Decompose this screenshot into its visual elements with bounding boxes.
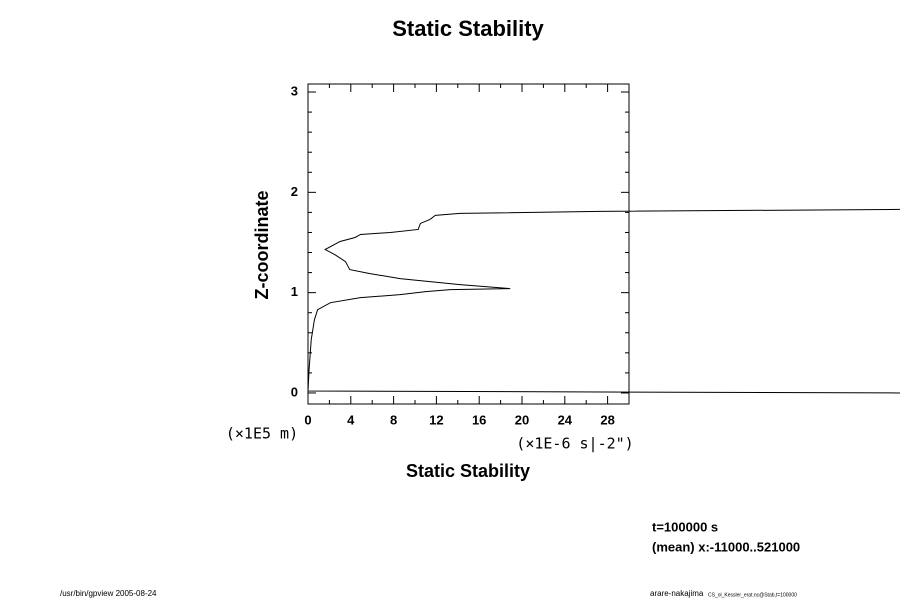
x-tick-label: 4 [347, 412, 355, 427]
plot-frame [307, 83, 630, 405]
y-unit: (×1E5 m) [226, 425, 298, 443]
footer: arare-nakajima [650, 589, 704, 598]
profile-line [307, 208, 900, 394]
x-tick-label: 0 [304, 412, 311, 427]
annotation: (mean) x:-11000..521000 [652, 539, 800, 554]
x-tick-label: 24 [558, 412, 573, 427]
x-tick-label: 20 [515, 412, 529, 427]
x-tick-label: 12 [429, 412, 443, 427]
x-unit: (×1E-6 s|-2") [516, 435, 633, 453]
footer: CS_ol_Kessler_erat.nc@Stab,t=100000 [708, 592, 797, 598]
x-tick-label: 8 [390, 412, 397, 427]
y-axis-label: Z-coordinate [252, 190, 272, 299]
y-tick-label: 2 [291, 184, 298, 199]
footer: /usr/bin/gpview 2005-08-24 [60, 589, 157, 598]
x-axis-label: Static Stability [406, 461, 530, 481]
y-tick-label: 1 [291, 284, 298, 299]
x-tick-label: 28 [600, 412, 614, 427]
chart-title: Static Stability [392, 16, 544, 41]
y-tick-label: 3 [291, 83, 298, 98]
annotation: t=100000 s [652, 519, 718, 534]
y-tick-label: 0 [291, 384, 298, 399]
x-tick-label: 16 [472, 412, 486, 427]
axes [307, 84, 630, 404]
